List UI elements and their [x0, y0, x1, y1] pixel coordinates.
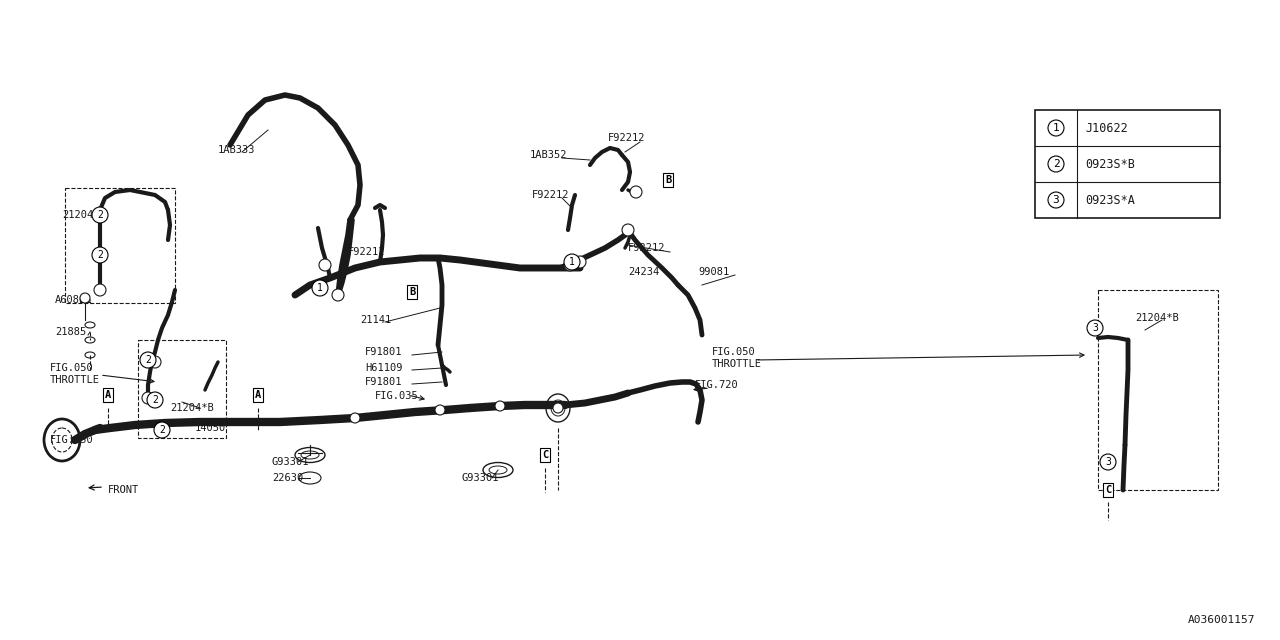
Text: 21885: 21885 — [55, 327, 86, 337]
Circle shape — [92, 207, 108, 223]
Text: 14050: 14050 — [195, 423, 227, 433]
Text: 2: 2 — [1052, 159, 1060, 169]
Text: F91801: F91801 — [365, 377, 402, 387]
Text: 21141: 21141 — [360, 315, 392, 325]
Text: 3: 3 — [1092, 323, 1098, 333]
Text: H61109: H61109 — [365, 363, 402, 373]
Circle shape — [630, 186, 643, 198]
Circle shape — [319, 259, 332, 271]
Text: A: A — [255, 390, 261, 400]
Text: 2: 2 — [97, 210, 102, 220]
Text: FRONT: FRONT — [108, 485, 140, 495]
Text: B: B — [664, 175, 671, 185]
Text: 1: 1 — [1052, 123, 1060, 133]
Text: FIG.035: FIG.035 — [375, 391, 419, 401]
Circle shape — [154, 422, 170, 438]
Circle shape — [553, 403, 563, 413]
Text: A036001157: A036001157 — [1188, 615, 1254, 625]
Text: 2: 2 — [97, 250, 102, 260]
Text: FIG.720: FIG.720 — [695, 380, 739, 390]
Circle shape — [147, 392, 163, 408]
Text: A60865: A60865 — [55, 295, 92, 305]
Text: 2: 2 — [145, 355, 151, 365]
Circle shape — [312, 280, 328, 296]
Circle shape — [1048, 156, 1064, 172]
Text: F91801: F91801 — [365, 347, 402, 357]
Circle shape — [142, 392, 154, 404]
Circle shape — [92, 247, 108, 263]
Text: 21204*A: 21204*A — [61, 210, 106, 220]
Bar — [1098, 290, 1219, 490]
Text: J10622: J10622 — [1085, 122, 1128, 134]
Text: THROTTLE: THROTTLE — [712, 359, 762, 369]
Circle shape — [573, 256, 586, 268]
Text: FIG.450: FIG.450 — [50, 435, 93, 445]
Text: 99081: 99081 — [698, 267, 730, 277]
Text: 21204*B: 21204*B — [1135, 313, 1179, 323]
Text: 2: 2 — [159, 425, 165, 435]
Text: 0923S*B: 0923S*B — [1085, 157, 1135, 170]
Circle shape — [93, 284, 106, 296]
Circle shape — [1048, 120, 1064, 136]
Text: 0923S*A: 0923S*A — [1085, 193, 1135, 207]
Bar — [1036, 110, 1220, 218]
Circle shape — [79, 293, 90, 303]
Bar — [138, 340, 227, 438]
Bar — [65, 188, 175, 303]
Circle shape — [495, 401, 506, 411]
Circle shape — [1048, 192, 1064, 208]
Text: A: A — [105, 390, 111, 400]
Text: FIG.050: FIG.050 — [50, 363, 93, 373]
Circle shape — [435, 405, 445, 415]
Circle shape — [148, 356, 161, 368]
Text: 3: 3 — [1052, 195, 1060, 205]
Text: 1: 1 — [317, 283, 323, 293]
Circle shape — [332, 289, 344, 301]
Text: F92212: F92212 — [608, 133, 645, 143]
Text: 21204*B: 21204*B — [170, 403, 214, 413]
Text: THROTTLE: THROTTLE — [50, 375, 100, 385]
Text: 24234: 24234 — [628, 267, 659, 277]
Text: G93301: G93301 — [273, 457, 310, 467]
Circle shape — [564, 259, 576, 271]
Text: F92212: F92212 — [532, 190, 570, 200]
Circle shape — [1100, 454, 1116, 470]
Circle shape — [93, 249, 106, 261]
Text: C: C — [1105, 485, 1111, 495]
Circle shape — [622, 224, 634, 236]
Text: 3: 3 — [1105, 457, 1111, 467]
Text: 2: 2 — [152, 395, 157, 405]
Text: F92212: F92212 — [628, 243, 666, 253]
Text: B: B — [408, 287, 415, 297]
Circle shape — [349, 413, 360, 423]
Text: 1: 1 — [570, 257, 575, 267]
Circle shape — [1087, 320, 1103, 336]
Text: C: C — [541, 450, 548, 460]
Text: 1AB352: 1AB352 — [530, 150, 567, 160]
Text: 22630: 22630 — [273, 473, 303, 483]
Text: F92212: F92212 — [348, 247, 385, 257]
Text: G93301: G93301 — [462, 473, 499, 483]
Circle shape — [564, 254, 580, 270]
Text: FIG.050: FIG.050 — [712, 347, 755, 357]
Circle shape — [140, 352, 156, 368]
Text: 1AB333: 1AB333 — [218, 145, 256, 155]
